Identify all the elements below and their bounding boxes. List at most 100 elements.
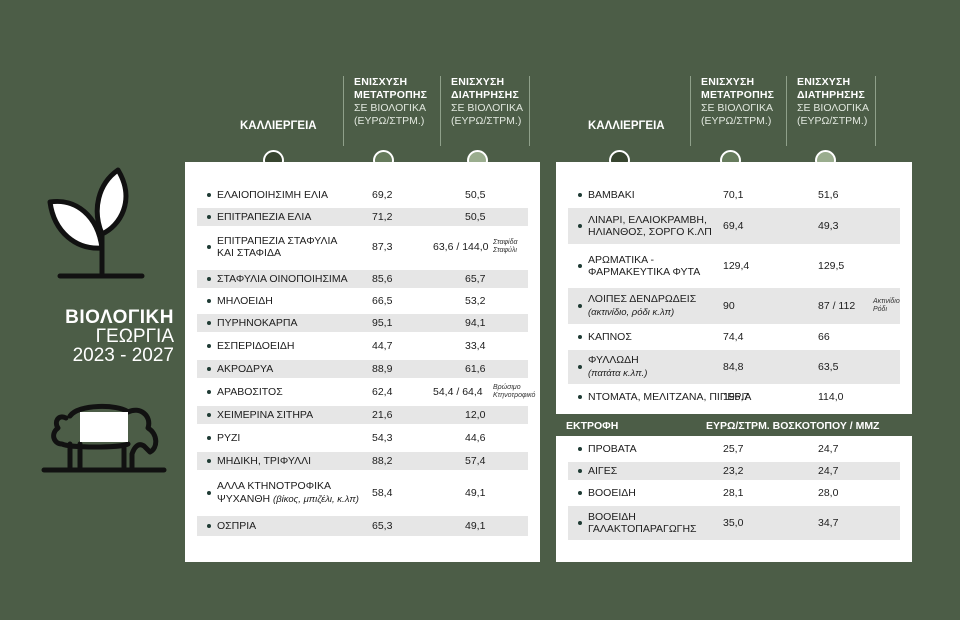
conversion-value: 88,2 — [372, 455, 393, 467]
conversion-value: 90 — [723, 300, 735, 312]
table-row: ΒΟΟΕΙΔΗ 28,1 28,0 — [568, 484, 900, 502]
conversion-header-left: ΕΝΙΣΧΥΣΗ ΜΕΤΑΤΡΟΠΗΣ ΣΕ ΒΙΟΛΟΓΙΚΑ (ΕΥΡΩ/Σ… — [343, 76, 435, 146]
livestock-header-right: ΕΥΡΩ/ΣΤΡΜ. ΒΟΣΚΟΤΟΠΟΥ / ΜΜΖ — [706, 420, 880, 432]
bullet-icon — [578, 447, 582, 451]
table-row: ΧΕΙΜΕΡΙΝΑ ΣΙΤΗΡΑ 21,6 12,0 — [197, 406, 528, 424]
maintenance-value: 66 — [818, 331, 830, 343]
row-label: ΛΟΙΠΕΣ ΔΕΝΔΡΩΔΕΙΣ (ακτινίδιο, ρόδι κ.λπ) — [588, 293, 696, 319]
maintenance-value: 61,6 — [465, 363, 486, 375]
row-label-line1: ΚΑΠΝΟΣ — [588, 330, 632, 343]
maintenance-sub2-right: (ΕΥΡΩ/ΣΤΡΜ.) — [797, 115, 868, 127]
row-label-line2: ΗΛΙΑΝΘΟΣ, ΣΟΡΓΟ Κ.ΛΠ — [588, 226, 712, 239]
row-label-line1: ΜΗΔΙΚΗ, ΤΡΙΦΥΛΛΙ — [217, 454, 312, 467]
row-label-line1: ΒΟΟΕΙΔΗ — [588, 510, 636, 523]
bullet-icon — [578, 521, 582, 525]
sheep-icon — [41, 403, 167, 473]
maintenance-value: 87 / 112 — [818, 300, 856, 312]
conversion-sub2-right: (ΕΥΡΩ/ΣΤΡΜ.) — [701, 115, 772, 127]
livestock-header-bar: ΕΚΤΡΟΦΗ ΕΥΡΩ/ΣΤΡΜ. ΒΟΣΚΟΤΟΠΟΥ / ΜΜΖ — [556, 416, 912, 436]
conversion-value: 69,4 — [723, 220, 744, 232]
row-label: ΕΛΑΙΟΠΟΙΗΣΙΜΗ ΕΛΙΑ — [217, 189, 328, 202]
maintenance-value: 12,0 — [465, 409, 486, 421]
bullet-icon — [578, 304, 582, 308]
row-label-line1: ΕΠΙΤΡΑΠΕΖΙΑ ΕΛΙΑ — [217, 210, 312, 223]
conversion-value: 71,2 — [372, 211, 393, 223]
maintenance-title: ΕΝΙΣΧΥΣΗ ΔΙΑΤΗΡΗΣΗΣ — [451, 76, 519, 101]
bullet-icon — [207, 344, 211, 348]
row-label-line1: ΜΗΛΟΕΙΔΗ — [217, 294, 273, 307]
row-label: ΡΥΖΙ — [217, 432, 240, 445]
row-label-line1: ΕΣΠΕΡΙΔΟΕΙΔΗ — [217, 339, 295, 352]
row-label-line2-text: ΦΑΡΜΑΚΕΥΤΙΚΑ ΦΥΤΑ — [588, 266, 701, 278]
maintenance-header-left: ΕΝΙΣΧΥΣΗ ΔΙΑΤΗΡΗΣΗΣ ΣΕ ΒΙΟΛΟΓΙΚΑ (ΕΥΡΩ/Σ… — [440, 76, 530, 146]
row-label: ΦΥΛΛΩΔΗ (πατάτα κ.λπ.) — [588, 354, 647, 380]
brand-block: ΒΙΟΛΟΓΙΚΗ ΓΕΩΡΓΙΑ 2023 - 2027 — [18, 308, 174, 365]
conversion-value: 62,4 — [372, 386, 393, 398]
bullet-icon — [207, 413, 211, 417]
value-note-line2: Ρόδι — [873, 306, 888, 313]
row-label-note: (βίκος, μπιζέλι, κ.λπ) — [273, 493, 359, 505]
table-row: ΚΑΠΝΟΣ 74,4 66 — [568, 328, 900, 346]
row-label-line2: ΚΑΙ ΣΤΑΦΙΔΑ — [217, 247, 337, 260]
livestock-header-left: ΕΚΤΡΟΦΗ — [566, 420, 619, 432]
value-note: Βρώσιμο Κτηνοτροφικό — [493, 384, 535, 400]
row-label-line1: ΟΣΠΡΙΑ — [217, 519, 257, 532]
conversion-value: 87,3 — [372, 241, 393, 253]
conversion-value: 85,6 — [372, 273, 393, 285]
bullet-icon — [578, 264, 582, 268]
row-label-line1: ΝΤΟΜΑΤΑ, ΜΕΛΙΤΖΑΝΑ, ΠΙΠΕΡΙΑ — [588, 390, 752, 403]
bullet-icon — [207, 524, 211, 528]
table-row: ΕΣΠΕΡΙΔΟΕΙΔΗ 44,7 33,4 — [197, 337, 528, 355]
row-label-line1: ΒΟΟΕΙΔΗ — [588, 486, 636, 499]
row-label-line1: ΠΥΡΗΝΟΚΑΡΠΑ — [217, 316, 298, 329]
row-label-line2: ΦΑΡΜΑΚΕΥΤΙΚΑ ΦΥΤΑ — [588, 266, 700, 279]
row-label-line1: ΠΡΟΒΑΤΑ — [588, 442, 637, 455]
bullet-icon — [207, 321, 211, 325]
conversion-value: 21,6 — [372, 409, 393, 421]
row-label-line1: ΛΙΝΑΡΙ, ΕΛΑΙΟΚΡΑΜΒΗ, — [588, 213, 707, 226]
row-label-line1: ΕΠΙΤΡΑΠΕΖΙΑ ΣΤΑΦΥΛΙΑ — [217, 234, 338, 247]
maintenance-value: 50,5 — [465, 211, 486, 223]
maintenance-value: 57,4 — [465, 455, 486, 467]
row-label: ΒΟΟΕΙΔΗ ΓΑΛΑΚΤΟΠΑΡΑΓΩΓΗΣ — [588, 511, 697, 536]
conversion-header-right: ΕΝΙΣΧΥΣΗ ΜΕΤΑΤΡΟΠΗΣ ΣΕ ΒΙΟΛΟΓΙΚΑ (ΕΥΡΩ/Σ… — [690, 76, 780, 146]
conversion-value: 74,4 — [723, 331, 744, 343]
conversion-value: 95,1 — [372, 317, 393, 329]
bullet-icon — [207, 277, 211, 281]
conversion-value: 65,3 — [372, 520, 393, 532]
table-row: ΟΣΠΡΙΑ 65,3 49,1 — [197, 516, 528, 536]
value-note-line1: Ακτινίδιο — [873, 298, 900, 305]
value-note-line2: Σταφύλι — [493, 247, 517, 254]
row-label: ΧΕΙΜΕΡΙΝΑ ΣΙΤΗΡΑ — [217, 409, 313, 422]
maintenance-value: 51,6 — [818, 189, 839, 201]
row-label-line1: ΑΡΩΜΑΤΙΚΑ - — [588, 253, 654, 266]
brand-title: ΒΙΟΛΟΓΙΚΗ — [65, 307, 174, 328]
bullet-icon — [207, 245, 211, 249]
conversion-value: 25,7 — [723, 443, 744, 455]
table-row: ΣΤΑΦΥΛΙΑ ΟΙΝΟΠΟΙΗΣΙΜΑ 85,6 65,7 — [197, 270, 528, 288]
row-label-line2-text: ΗΛΙΑΝΘΟΣ, ΣΟΡΓΟ Κ.ΛΠ — [588, 226, 712, 238]
row-label-line1: ΛΟΙΠΕΣ ΔΕΝΔΡΩΔΕΙΣ — [588, 293, 697, 305]
bullet-icon — [207, 436, 211, 440]
row-label: ΜΗΔΙΚΗ, ΤΡΙΦΥΛΛΙ — [217, 455, 311, 468]
bullet-icon — [207, 367, 211, 371]
bullet-icon — [207, 459, 211, 463]
brand-years: 2023 - 2027 — [72, 345, 174, 366]
table-row: ΦΥΛΛΩΔΗ (πατάτα κ.λπ.) 84,8 63,5 — [568, 350, 900, 384]
row-label-line2: (ακτινίδιο, ρόδι κ.λπ) — [588, 306, 696, 320]
table-row: ΒΑΜΒΑΚΙ 70,1 51,6 — [568, 186, 900, 204]
maintenance-value: 54,4 / 64,4 — [433, 386, 483, 398]
bullet-icon — [207, 215, 211, 219]
table-row: ΑΡΩΜΑΤΙΚΑ - ΦΑΡΜΑΚΕΥΤΙΚΑ ΦΥΤΑ 129,4 129,5 — [568, 248, 900, 284]
table-row: ΛΙΝΑΡΙ, ΕΛΑΙΟΚΡΑΜΒΗ, ΗΛΙΑΝΘΟΣ, ΣΟΡΓΟ Κ.ΛΠ… — [568, 208, 900, 244]
table-row: ΝΤΟΜΑΤΑ, ΜΕΛΙΤΖΑΝΑ, ΠΙΠΕΡΙΑ 195,7 114,0 — [568, 388, 900, 406]
conversion-value: 28,1 — [723, 487, 744, 499]
row-label: ΕΠΙΤΡΑΠΕΖΙΑ ΣΤΑΦΥΛΙΑ ΚΑΙ ΣΤΑΦΙΔΑ — [217, 235, 337, 260]
conversion-value: 58,4 — [372, 487, 393, 499]
bullet-icon — [578, 469, 582, 473]
table-row: ΜΗΛΟΕΙΔΗ 66,5 53,2 — [197, 292, 528, 310]
row-label-line2-text: ΚΑΙ ΣΤΑΦΙΔΑ — [217, 247, 281, 259]
row-label: ΚΑΠΝΟΣ — [588, 331, 632, 344]
row-label-note: (ακτινίδιο, ρόδι κ.λπ) — [588, 306, 675, 318]
maintenance-value: 44,6 — [465, 432, 486, 444]
